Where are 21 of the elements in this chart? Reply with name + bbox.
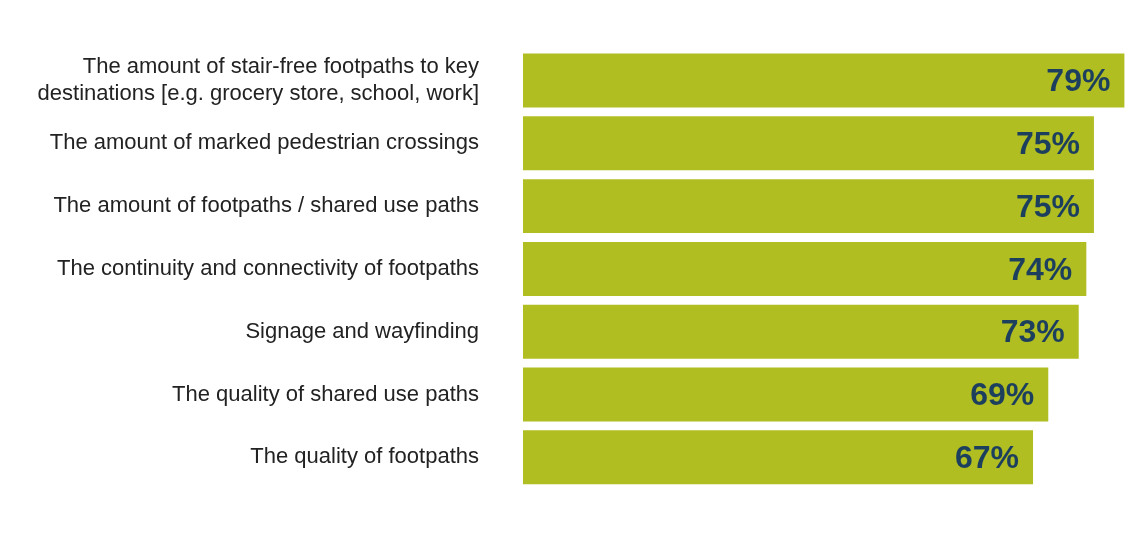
y-tick-label: The amount of stair-free footpaths to key destinations [e.g. grocery store, school, work] bbox=[37, 53, 479, 105]
y-tick-label: The continuity and connectivity of footpaths bbox=[57, 254, 479, 280]
data-label: 69% bbox=[970, 376, 1035, 413]
bar bbox=[523, 53, 1125, 108]
data-label: 73% bbox=[1000, 313, 1065, 350]
bar bbox=[523, 116, 1094, 171]
data-label: 67% bbox=[954, 439, 1020, 476]
data-label: 75% bbox=[1015, 187, 1080, 224]
bar bbox=[523, 179, 1094, 234]
y-tick-label: The amount of marked pedestrian crossings bbox=[49, 129, 479, 155]
y-tick-label: Signage and wayfinding bbox=[245, 317, 479, 343]
y-tick-label: The amount of footpaths / shared use paths bbox=[53, 192, 479, 218]
y-tick-label: The quality of footpaths bbox=[250, 443, 479, 469]
bar bbox=[523, 430, 1034, 485]
data-label: 79% bbox=[1046, 62, 1111, 99]
data-label: 74% bbox=[1008, 250, 1073, 287]
data-label: 75% bbox=[1015, 125, 1080, 162]
bar bbox=[523, 304, 1079, 359]
bar bbox=[523, 367, 1049, 422]
y-tick-label: The quality of shared use paths bbox=[172, 380, 479, 406]
bar bbox=[523, 241, 1087, 296]
